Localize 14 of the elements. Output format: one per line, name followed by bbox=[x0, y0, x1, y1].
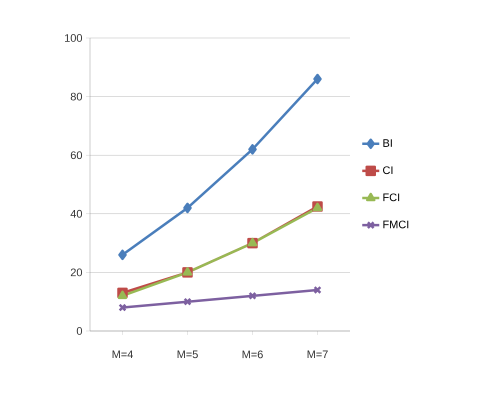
x-tick-label: M=5 bbox=[178, 350, 198, 358]
y-tick-label: 100 bbox=[65, 34, 82, 42]
x-tick-label: M=7 bbox=[308, 350, 328, 358]
x-tick-label: M=4 bbox=[112, 350, 133, 358]
y-tick-label: 60 bbox=[70, 151, 82, 160]
y-tick-label: 80 bbox=[70, 92, 82, 100]
y-tick-label: 20 bbox=[70, 268, 82, 276]
y-tick-label: 0 bbox=[76, 327, 82, 335]
y-tick-label: 40 bbox=[70, 210, 82, 218]
legend-label: FCI bbox=[383, 193, 400, 202]
legend-label: BI bbox=[383, 139, 392, 147]
legend-label: FMCI bbox=[383, 220, 408, 228]
x-tick-label: M=6 bbox=[242, 350, 263, 358]
legend-label: CI bbox=[383, 166, 392, 174]
